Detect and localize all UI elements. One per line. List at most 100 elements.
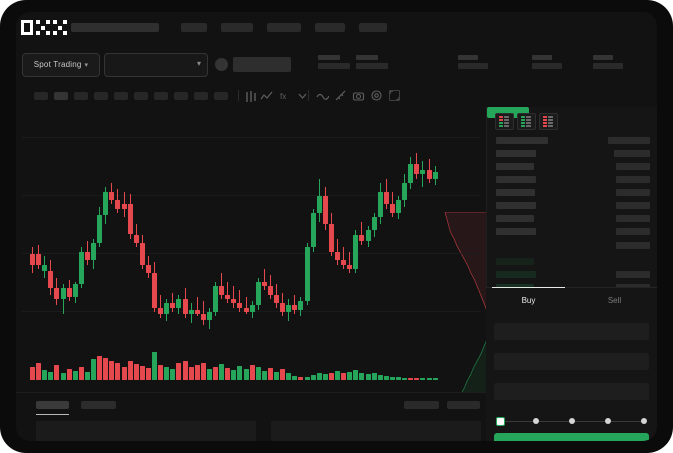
- candlestick-chart-icon[interactable]: [244, 89, 257, 102]
- orderbook-ask-amount: [616, 202, 650, 209]
- orderbook-ask-row[interactable]: [496, 202, 536, 209]
- volume-bar: [194, 365, 200, 380]
- trading-pair-selector[interactable]: ▾: [104, 53, 208, 77]
- timeframe-1m[interactable]: [34, 92, 48, 100]
- slider-node-100[interactable]: [641, 418, 647, 424]
- volume-bar: [274, 371, 279, 380]
- slider-node-25[interactable]: [533, 418, 539, 424]
- market-type-selector[interactable]: Spot Trading ▾: [22, 53, 100, 77]
- slider-node-50[interactable]: [569, 418, 575, 424]
- orderbook-ask-row[interactable]: [496, 176, 536, 183]
- volume-bar: [267, 367, 273, 380]
- market-type-label: Spot Trading: [33, 60, 82, 69]
- timeframe-1d[interactable]: [154, 92, 168, 100]
- volume-bar: [48, 371, 54, 380]
- timeframe-1w[interactable]: [174, 92, 188, 100]
- measure-ruler-icon[interactable]: [334, 89, 347, 102]
- orders-panel: [16, 392, 486, 441]
- orderbook-mode-asks-icon[interactable]: [539, 113, 558, 130]
- volume-bar: [249, 365, 255, 380]
- bottom-block-left: [36, 421, 256, 441]
- toolbar-divider-2: [308, 90, 309, 101]
- volume-bar: [158, 365, 164, 380]
- bottom-action-2[interactable]: [447, 401, 480, 409]
- price-chart[interactable]: [16, 107, 486, 392]
- volume-bar: [231, 369, 237, 380]
- orderbook-last-price: [487, 107, 529, 118]
- orderbook-ask-row[interactable]: [496, 163, 534, 170]
- amount-percent-slider[interactable]: [496, 417, 648, 426]
- orderbook-ask-amount: [614, 150, 650, 157]
- timeframe-4h[interactable]: [134, 92, 148, 100]
- tab-buy[interactable]: Buy: [486, 287, 571, 312]
- stat-change: [356, 55, 388, 69]
- volume-bar: [60, 372, 66, 380]
- volume-bar: [371, 373, 377, 380]
- depth-chart: [444, 212, 486, 392]
- pair-ticker-bar: Spot Trading ▾ ▾: [16, 45, 657, 85]
- nav-item-derivatives[interactable]: [315, 23, 345, 32]
- chevron-down-icon[interactable]: [296, 89, 309, 102]
- volume-bar: [30, 366, 35, 380]
- orderbook-ask-row[interactable]: [496, 189, 535, 196]
- orderbook-mode-both-icon[interactable]: [495, 113, 514, 130]
- stat-low-24h: [532, 55, 562, 69]
- orderbook-bid-row[interactable]: [496, 271, 536, 278]
- timeframe-15m[interactable]: [74, 92, 88, 100]
- timeframe-more[interactable]: [214, 92, 228, 100]
- tab-sell[interactable]: Sell: [572, 288, 657, 312]
- orderbook-bid-row[interactable]: [496, 258, 534, 265]
- nav-item-trade[interactable]: [267, 23, 301, 32]
- bottom-action-1[interactable]: [404, 401, 439, 409]
- tab-open-orders[interactable]: [36, 401, 69, 415]
- tab-order-history[interactable]: [81, 401, 116, 409]
- orderbook-ask-row[interactable]: [496, 228, 536, 235]
- volume-bar: [304, 377, 310, 380]
- nav-item-search[interactable]: [71, 23, 159, 32]
- volume-bar: [54, 365, 60, 380]
- drawing-wave-icon[interactable]: [316, 89, 329, 102]
- order-total-input[interactable]: [494, 383, 649, 400]
- slider-node-75[interactable]: [605, 418, 611, 424]
- volume-bar: [139, 365, 145, 380]
- volume-bar: [109, 361, 115, 380]
- volume-bar: [408, 378, 414, 380]
- orderbook-ask-row[interactable]: [496, 215, 534, 222]
- slider-handle[interactable]: [496, 417, 505, 426]
- orderbook-ask-amount: [616, 228, 650, 235]
- fullscreen-icon[interactable]: [388, 89, 401, 102]
- nav-item-more[interactable]: [359, 23, 387, 32]
- orderbook-header-amount: [608, 137, 650, 144]
- volume-bar: [420, 378, 426, 380]
- orderbook-ask-amount: [616, 176, 650, 183]
- volume-bar: [316, 373, 322, 380]
- volume-bar: [280, 368, 286, 380]
- timeframe-1h[interactable]: [114, 92, 128, 100]
- volume-bar: [42, 369, 48, 380]
- okx-logo[interactable]: [21, 20, 67, 35]
- volume-bar: [145, 367, 151, 380]
- timeframe-30m[interactable]: [94, 92, 108, 100]
- volume-bar: [164, 366, 170, 380]
- timeframe-5m[interactable]: [54, 92, 68, 100]
- volume-bar: [328, 372, 334, 380]
- orderbook-mode-bids-icon[interactable]: [517, 113, 536, 130]
- line-chart-icon[interactable]: [260, 89, 273, 102]
- volume-bar: [426, 378, 432, 380]
- volume-bar: [97, 355, 103, 380]
- nav-item-buy-crypto[interactable]: [181, 23, 207, 32]
- settings-gear-icon[interactable]: [370, 89, 383, 102]
- volume-bar: [176, 363, 182, 380]
- camera-snapshot-icon[interactable]: [352, 89, 365, 102]
- orderbook-ask-row[interactable]: [496, 150, 536, 157]
- timeframe-1M[interactable]: [194, 92, 208, 100]
- order-price-input[interactable]: [494, 323, 649, 340]
- order-amount-input[interactable]: [494, 353, 649, 370]
- volume-bar: [152, 351, 157, 380]
- nav-item-markets[interactable]: [221, 23, 253, 32]
- top-navigation-bar: [16, 12, 657, 45]
- place-buy-order-button[interactable]: [494, 433, 649, 441]
- indicators-icon[interactable]: fx: [278, 89, 291, 102]
- volume-bar: [78, 366, 84, 380]
